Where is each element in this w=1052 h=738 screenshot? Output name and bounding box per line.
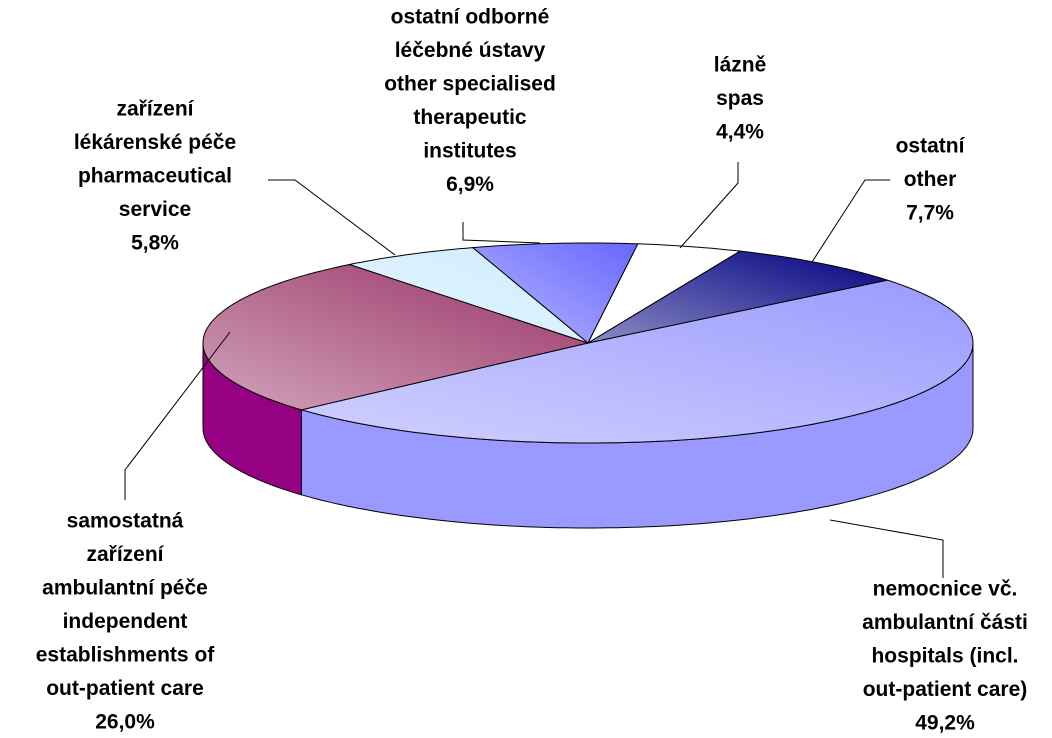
pie-slice xyxy=(347,247,589,344)
slice-label: other specialised xyxy=(384,73,556,96)
value-label: 49,2% xyxy=(915,712,975,735)
pie-slice xyxy=(301,279,974,444)
slice-label: léčebné ústavy xyxy=(395,39,546,62)
slice-label: out-patient care) xyxy=(863,678,1028,701)
slice-label: therapeutic xyxy=(413,106,527,129)
slice-label: ambulantní části xyxy=(862,611,1028,634)
pie-slice xyxy=(586,243,742,345)
leader-line xyxy=(829,519,944,578)
slice-label: zařízení xyxy=(86,543,164,566)
pie-slice xyxy=(587,250,890,344)
leader-line xyxy=(124,331,231,500)
pie-slice xyxy=(471,242,639,344)
slice-label: ostatní xyxy=(896,135,966,158)
value-label: 26,0% xyxy=(95,711,155,734)
slice-label: service xyxy=(119,198,191,221)
slice-label: independent xyxy=(63,610,188,633)
slice-label: spas xyxy=(716,87,764,110)
value-label: 7,7% xyxy=(906,202,954,225)
slice-label: other xyxy=(904,168,957,191)
slice-label: samostatná xyxy=(67,510,184,533)
pie-slice xyxy=(202,263,590,411)
slice-label: hospitals (incl. xyxy=(871,645,1018,668)
value-label: 5,8% xyxy=(131,232,179,255)
slice-label: lázně xyxy=(714,54,767,77)
leader-line xyxy=(811,179,890,263)
leader-line xyxy=(679,162,739,249)
slice-label: lékárenské péče xyxy=(74,131,236,154)
slice-label: out-patient care xyxy=(46,677,204,700)
leader-line xyxy=(462,222,541,244)
slice-label: ambulantní péče xyxy=(42,577,208,600)
leader-line xyxy=(268,179,396,256)
slice-label: institutes xyxy=(423,140,516,163)
slice-label: establishments of xyxy=(36,644,216,667)
slice-label: pharmaceutical xyxy=(78,165,232,188)
value-label: 6,9% xyxy=(446,173,494,196)
value-label: 4,4% xyxy=(716,121,764,144)
slice-label: zařízení xyxy=(116,98,194,121)
slice-label: nemocnice vč. xyxy=(873,578,1018,601)
slice-label: ostatní odborné xyxy=(391,6,550,29)
